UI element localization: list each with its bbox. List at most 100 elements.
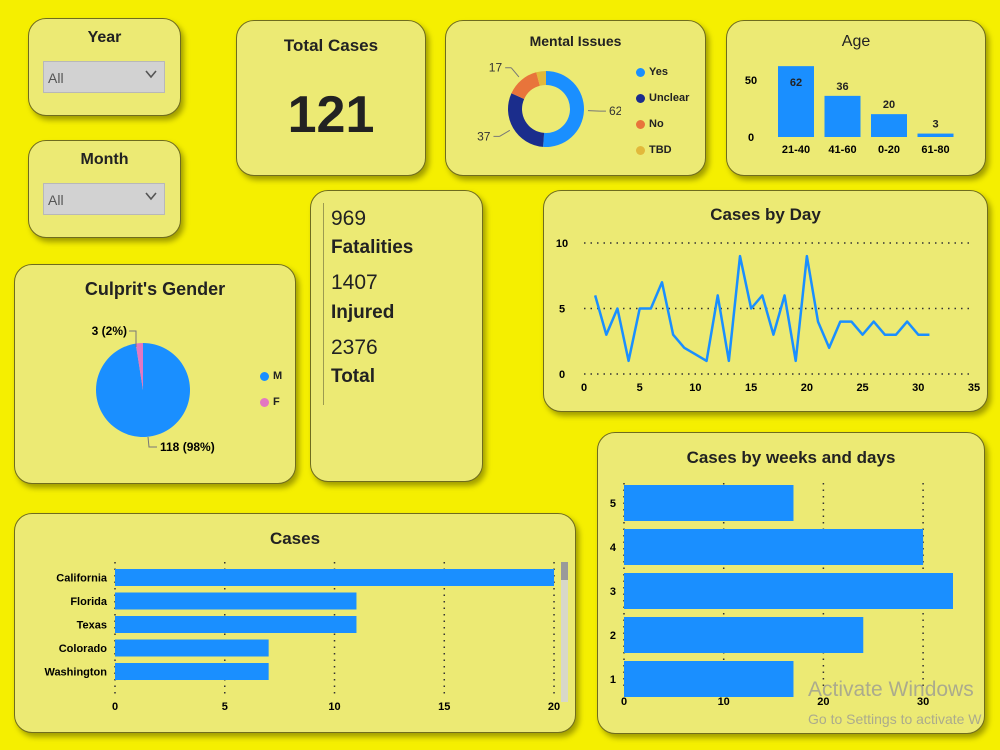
donut-leader-line — [499, 129, 511, 137]
y-tick-label: California — [56, 573, 108, 585]
stats-card: 969 Fatalities 1407 Injured 2376 Total — [310, 190, 483, 482]
weeks-title: Cases by weeks and days — [686, 448, 896, 467]
legend-item-f: F — [260, 389, 282, 415]
x-tick-label: 30 — [917, 696, 929, 708]
bar-data-label: 62 — [790, 77, 802, 89]
cases-by-day-line — [593, 254, 930, 363]
age-card: Age 0 50 62 21-40 36 41-60 20 0-20 3 61-80 — [726, 20, 986, 176]
year-slicer-title: Year — [87, 29, 122, 46]
scrollbar[interactable] — [561, 562, 568, 702]
cases-by-day-chart: 0 5 10 0 5 10 15 20 25 30 35 — [556, 238, 980, 394]
cases-by-state-card: Cases 0 5 10 15 20 California Florida Texas Colo… — [14, 513, 576, 733]
pie-leader-line — [129, 330, 137, 347]
y-tick-label: 5 — [610, 498, 616, 510]
y-tick-label: Florida — [70, 596, 108, 608]
bar-data-label: 36 — [836, 81, 848, 93]
state-bar — [115, 569, 555, 586]
chevron-down-icon — [145, 70, 157, 79]
total-cases-card: Total Cases 121 — [236, 20, 426, 176]
fatalities-value: 969 — [331, 207, 367, 230]
pie-slice-m — [96, 343, 191, 437]
stats-divider — [323, 203, 324, 405]
pie-data-label: 3 (2%) — [92, 324, 127, 338]
cases-by-day-title: Cases by Day — [710, 205, 821, 224]
x-tick-label: 5 — [637, 382, 643, 394]
state-bar — [115, 616, 357, 633]
weeks-chart: 0 10 20 30 5 4 3 2 1 — [610, 483, 953, 708]
x-tick-label: 0 — [112, 701, 118, 713]
chevron-down-icon — [145, 192, 157, 201]
y-tick-label: Colorado — [59, 643, 108, 655]
cases-by-day-card: Cases by Day 0 5 10 0 5 10 15 20 25 30 35 — [543, 190, 988, 412]
cases-by-state-title: Cases — [269, 529, 321, 548]
cases-by-state-chart: 0 5 10 15 20 California Florida Texas Colorado Wa… — [44, 562, 560, 713]
legend-item-yes: Yes — [636, 59, 689, 85]
y-tick-label: 0 — [559, 369, 565, 381]
y-tick-label: 3 — [610, 586, 616, 598]
pie-data-label: 118 (98%) — [160, 440, 215, 454]
month-slicer: Month All — [28, 140, 181, 238]
state-bar — [115, 639, 269, 657]
year-slicer: Year All — [28, 18, 181, 116]
y-tick-label: 10 — [556, 238, 568, 250]
x-tick-label: 21-40 — [782, 144, 810, 156]
donut-data-label: 37 — [477, 129, 491, 143]
injured-label: Injured — [331, 302, 395, 323]
y-tick-label: 50 — [745, 75, 757, 87]
year-dropdown[interactable]: All — [43, 61, 165, 93]
activate-windows-watermark: Activate Windows — [808, 678, 974, 701]
legend-item-tbd: TBD — [636, 137, 689, 163]
legend-item-m: M — [260, 363, 282, 389]
legend-item-unclear: Unclear — [636, 85, 689, 111]
weeks-bar — [624, 573, 953, 609]
gender-legend: M F — [260, 363, 282, 415]
y-tick-label: 4 — [610, 542, 617, 554]
donut-slice-no — [511, 72, 540, 100]
x-tick-label: 35 — [968, 382, 980, 394]
y-tick-label: 5 — [559, 304, 565, 316]
x-tick-label: 0 — [621, 696, 627, 708]
bar-data-label: 20 — [883, 99, 895, 111]
donut-leader-line — [510, 67, 520, 78]
age-title: Age — [841, 33, 871, 50]
age-bar — [917, 133, 954, 137]
legend-item-no: No — [636, 111, 689, 137]
weeks-bar — [624, 485, 794, 521]
month-dropdown[interactable]: All — [43, 183, 165, 215]
x-tick-label: 20 — [548, 701, 560, 713]
donut-slice-unclear — [508, 93, 545, 147]
total-cases-title: Total Cases — [283, 36, 379, 55]
donut-data-label: 17 — [489, 61, 503, 75]
weeks-card: Cases by weeks and days 0 10 20 30 5 4 3 2 1 — [597, 432, 985, 734]
donut-data-label: 62 — [609, 104, 621, 118]
donut-slice-tbd — [536, 71, 546, 86]
y-tick-label: 1 — [610, 674, 616, 686]
weeks-bar — [624, 617, 864, 653]
age-bar — [824, 95, 861, 137]
donut-slice-yes — [543, 71, 584, 147]
scrollbar-thumb[interactable] — [561, 562, 568, 580]
mental-issues-title: Mental Issues — [529, 33, 622, 49]
state-bar — [115, 592, 357, 610]
weeks-bar — [624, 661, 794, 697]
y-tick-label: 2 — [610, 630, 616, 642]
bar-data-label: 3 — [932, 119, 938, 131]
gender-chart: 118 (98%) 3 (2%) — [92, 324, 215, 454]
total-value: 2376 — [331, 336, 378, 359]
mental-issues-chart: 62 37 17 — [477, 61, 621, 147]
x-tick-label: 15 — [745, 382, 757, 394]
pie-slice-f — [135, 343, 143, 390]
year-dropdown-value: All — [48, 70, 64, 86]
mental-issues-card: Mental Issues 62 37 17 Yes Unclear No TBD — [445, 20, 706, 176]
state-bar — [115, 663, 269, 680]
x-tick-label: 41-60 — [828, 144, 856, 156]
injured-value: 1407 — [331, 271, 378, 294]
x-tick-label: 20 — [801, 382, 813, 394]
y-tick-label: Texas — [77, 620, 107, 632]
x-tick-label: 10 — [689, 382, 701, 394]
age-chart: 0 50 62 21-40 36 41-60 20 0-20 3 61-80 — [745, 66, 954, 156]
pie-leader-line — [147, 436, 157, 448]
x-tick-label: 15 — [438, 701, 450, 713]
age-bar — [871, 114, 907, 137]
x-tick-label: 10 — [718, 696, 730, 708]
